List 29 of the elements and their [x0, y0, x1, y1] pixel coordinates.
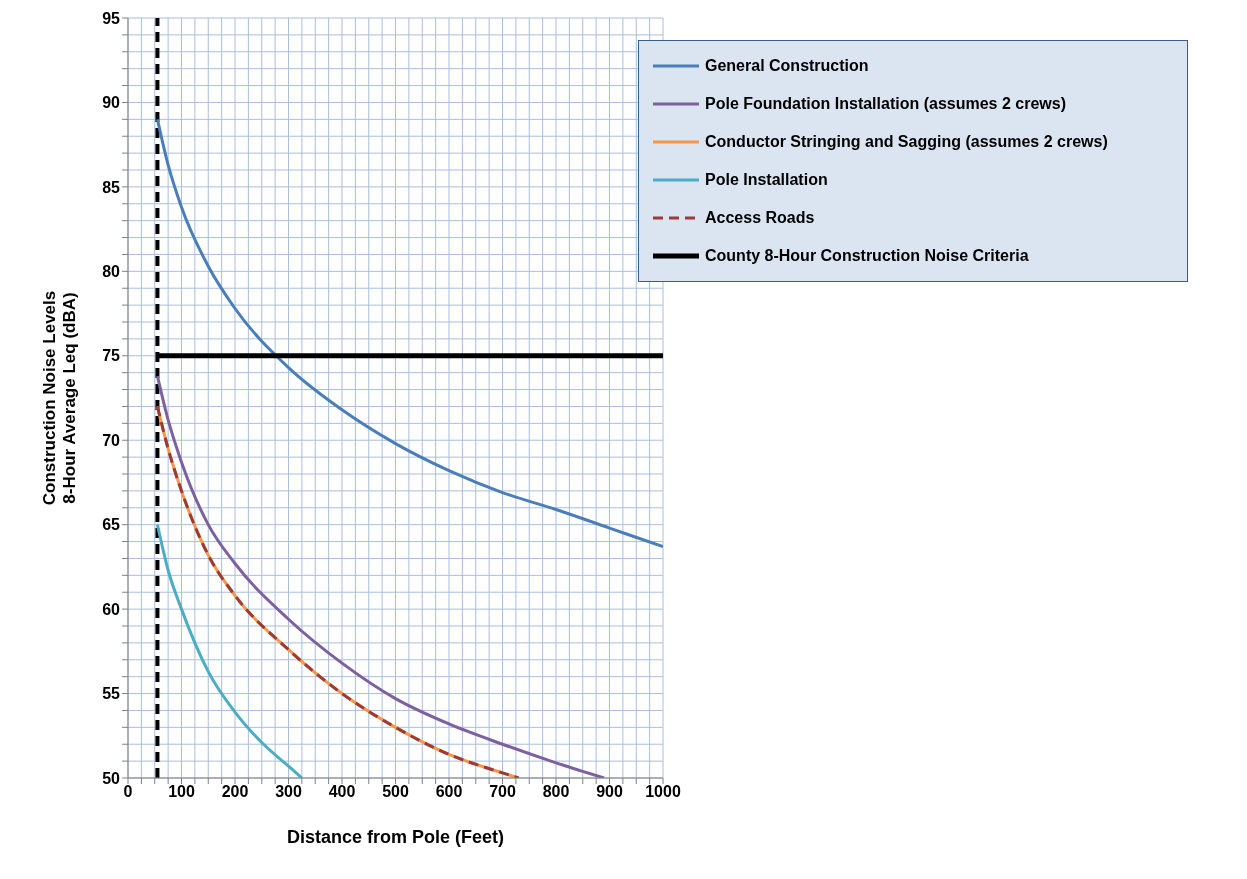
y-tick-label: 65	[102, 516, 121, 534]
x-tick-label: 900	[596, 783, 623, 801]
y-tick-label: 95	[102, 9, 121, 27]
x-tick-label: 1000	[645, 783, 681, 801]
y-tick-label: 90	[102, 94, 121, 112]
legend-label: Pole Installation	[705, 171, 828, 189]
legend-label: Access Roads	[705, 209, 815, 227]
legend-label: Pole Foundation Installation (assumes 2 crews)	[705, 95, 1066, 113]
x-tick-label: 400	[328, 783, 356, 801]
x-tick-label: 0	[123, 783, 133, 801]
x-tick-label: 300	[275, 783, 302, 801]
y-tick-label: 70	[102, 431, 121, 449]
x-tick-label: 800	[542, 783, 570, 801]
y-tick-label: 55	[102, 685, 121, 703]
y-tick-label: 75	[102, 347, 121, 365]
x-tick-label: 500	[382, 783, 409, 801]
x-tick-label: 600	[435, 783, 463, 801]
legend-label: County 8-Hour Construction Noise Criteria	[705, 247, 1029, 265]
x-tick-label: 100	[168, 783, 195, 801]
y-tick-label: 60	[102, 600, 121, 618]
x-tick-label: 200	[221, 783, 249, 801]
legend-label: Conductor Stringing and Sagging (assumes 2 crews)	[705, 133, 1108, 151]
x-axis-title: Distance from Pole (Feet)	[286, 827, 505, 847]
x-tick-label: 700	[489, 783, 516, 801]
legend-label: General Construction	[705, 57, 869, 75]
y-axis-title: Construction Noise Levels 8-Hour Average Leq (dBA)	[40, 290, 79, 506]
y-tick-label: 85	[102, 178, 121, 196]
y-tick-label: 80	[102, 263, 121, 281]
y-tick-label: 50	[102, 769, 121, 787]
